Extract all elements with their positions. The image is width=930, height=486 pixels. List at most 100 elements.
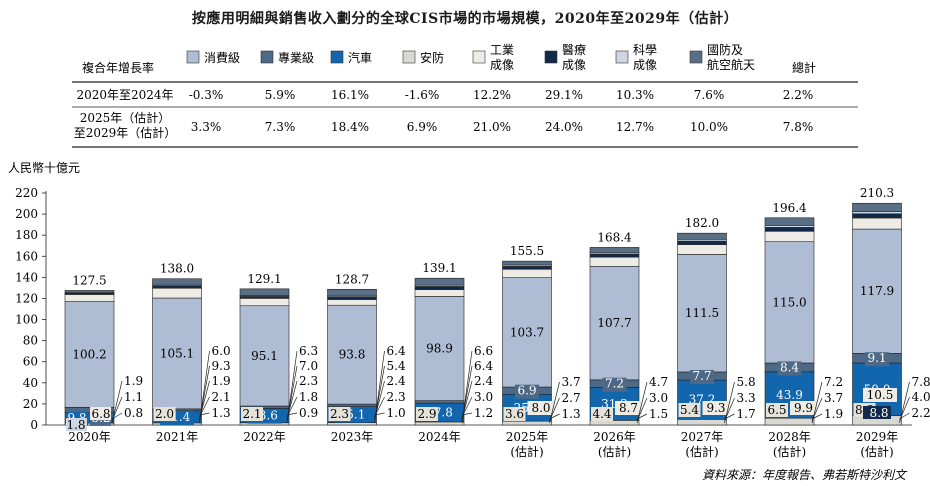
leader-line-7-1 (724, 397, 735, 422)
x-tick-label-5: (估計) (510, 444, 543, 459)
bar-segment (852, 211, 902, 215)
data-label-consumer-4: 98.9 (426, 341, 453, 355)
legend-label-5: 醫療 (562, 43, 586, 57)
leader-line-7-2 (724, 413, 735, 420)
total-label-7: 182.0 (685, 216, 719, 230)
data-label-right-6-0: 4.7 (649, 375, 668, 389)
y-tick-label-120: 120 (15, 291, 38, 305)
data-label-right-4-3: 3.0 (474, 390, 493, 404)
data-label-sec-1: 2.0 (155, 407, 174, 421)
total-label-5: 155.5 (510, 244, 544, 258)
bar-segment (327, 422, 377, 426)
data-label-right-0-1: 1.1 (124, 390, 143, 404)
y-tick-label-180: 180 (15, 228, 38, 242)
data-label-ind-0: 6.8 (91, 407, 110, 421)
legend-swatch-6 (615, 50, 629, 64)
data-label-pro-5: 6.9 (517, 384, 536, 398)
data-label-right-5-2: 1.3 (562, 407, 581, 421)
data-label-right-9-2: 2.2 (912, 406, 930, 420)
y-tick-label-200: 200 (15, 207, 38, 221)
leader-line-9-1 (899, 396, 910, 422)
bar-segment (589, 420, 640, 426)
data-label-right-4-0: 6.6 (474, 344, 493, 358)
bar-segment (502, 260, 552, 266)
cagr-value-1-2: 18.4% (331, 120, 369, 134)
bar-segment (239, 305, 290, 407)
leader-line-2-2 (286, 380, 298, 420)
data-label-sec-3: 2.3 (330, 407, 349, 421)
data-label-pro-6: 7.2 (605, 377, 624, 391)
cagr-value-0-3: -1.6% (405, 88, 440, 102)
cagr-period-1: 2025年（估計） (80, 110, 171, 125)
x-tick-label-9: 2029年 (856, 430, 899, 444)
data-label-right-2-1: 7.0 (299, 359, 318, 373)
bar-segment (414, 296, 465, 401)
data-label-bg-sec-5 (503, 407, 526, 421)
bar-segment (64, 294, 115, 302)
data-label-sec-6: 4.4 (592, 407, 611, 421)
data-label-consumer-7: 111.5 (685, 306, 719, 320)
cagr-value-0-2: 16.1% (331, 88, 369, 102)
leader-line-4-3 (461, 396, 473, 418)
leader-line-0-2 (111, 412, 123, 420)
bar-segment (764, 225, 815, 228)
leader-line-1-3 (199, 396, 210, 418)
cagr-value-1-6: 12.7% (616, 120, 654, 134)
data-label-pro-7: 7.7 (692, 369, 711, 383)
cagr-period-0: 2020年至2024年 (76, 88, 173, 102)
bar-segment (764, 241, 815, 364)
leader-line-0-1 (111, 396, 123, 422)
data-label-sec-0: 1.8 (66, 418, 85, 432)
data-label-sec-white-9: 8.8 (869, 406, 888, 420)
x-tick-label-7: 2027年 (681, 430, 724, 444)
data-label-bg-sec-8 (766, 403, 788, 417)
cagr-row-header: 複合年增長率 (82, 60, 154, 75)
data-label-pro-9: 9.1 (867, 351, 886, 365)
data-label-right-4-4: 1.2 (474, 406, 493, 420)
bar-segment (327, 299, 377, 306)
cagr-value-0-4: 12.2% (473, 88, 511, 102)
total-label-4: 139.1 (422, 261, 456, 275)
cagr-value-1-0: 3.3% (191, 120, 222, 134)
leader-line-4-2 (461, 380, 473, 420)
data-label-pro-8: 8.4 (780, 360, 799, 374)
cagr-value-1-1: 7.3% (265, 120, 296, 134)
data-label-ind-7: 9.3 (706, 401, 725, 415)
data-label-right-3-0: 6.4 (387, 344, 406, 358)
data-label-bg-pro-6 (602, 377, 627, 392)
data-label-right-3-3: 2.3 (387, 390, 406, 404)
data-label-right-5-0: 3.7 (562, 375, 581, 389)
data-label-right-6-1: 3.0 (649, 391, 668, 405)
cagr-value-0-8: 2.2% (783, 88, 814, 102)
data-label-consumer-9: 117.9 (860, 284, 894, 298)
total-label-6: 168.4 (597, 230, 632, 244)
cagr-value-0-0: -0.3% (189, 88, 224, 102)
data-label-right-0-0: 1.9 (124, 374, 143, 388)
data-label-ind-9: 10.5 (867, 388, 894, 402)
cagr-value-0-1: 5.9% (265, 88, 296, 102)
leader-line-0-0 (111, 380, 123, 424)
leader-line-5-1 (549, 397, 560, 422)
x-tick-label-2: 2022年 (243, 430, 286, 444)
data-label-bg-sec-4 (416, 407, 438, 421)
x-tick-label-7: (估計) (685, 444, 718, 459)
bar-segment (502, 266, 552, 270)
data-label-right-1-0: 6.0 (212, 344, 231, 358)
data-label-bg-sec-2 (241, 407, 263, 421)
data-label-bg-sec-1 (153, 407, 176, 421)
cagr-value-1-4: 21.0% (473, 120, 511, 134)
data-label-right-1-4: 1.3 (212, 406, 231, 420)
legend-swatch-4 (472, 50, 486, 64)
data-label-right-2-3: 1.8 (299, 390, 318, 404)
data-label-sec-5: 3.6 (505, 407, 524, 421)
bar-segment (764, 227, 815, 232)
data-label-consumer-5: 103.7 (510, 325, 544, 339)
legend-label-5: 成像 (562, 58, 586, 72)
legend-swatch-5 (544, 50, 558, 64)
leader-line-9-2 (899, 412, 910, 420)
data-label-bg-pro-9 (865, 352, 889, 367)
leader-line-6-0 (636, 381, 648, 424)
bar-segment (764, 230, 815, 243)
